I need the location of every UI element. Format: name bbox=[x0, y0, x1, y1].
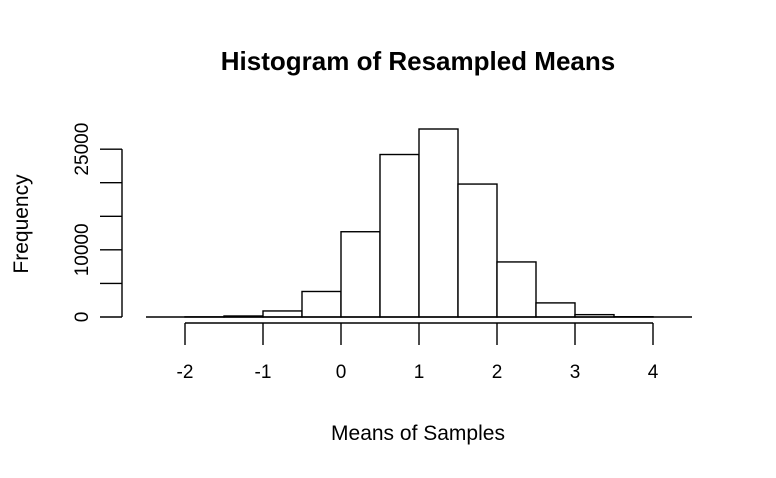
x-tick-label: 4 bbox=[648, 362, 659, 383]
histogram-bar bbox=[301, 290, 342, 318]
x-axis: -2 -1 0 1 2 3 4 bbox=[146, 316, 692, 383]
y-tick-label: 0 bbox=[72, 312, 93, 323]
x-tick-label: 2 bbox=[492, 362, 503, 383]
x-tick-label: 3 bbox=[570, 362, 581, 383]
histogram-bar bbox=[535, 302, 576, 318]
y-axis: 0 10000 25000 bbox=[72, 123, 123, 323]
y-axis-label: Frequency bbox=[10, 174, 33, 274]
histogram-bar bbox=[418, 128, 459, 318]
histogram-bars bbox=[184, 128, 654, 318]
chart-title: Histogram of Resampled Means bbox=[221, 46, 615, 76]
histogram-bar bbox=[457, 183, 498, 318]
x-tick-label: 0 bbox=[336, 362, 347, 383]
x-tick-label: 1 bbox=[414, 362, 425, 383]
x-tick-label: -2 bbox=[177, 362, 194, 383]
x-axis-label: Means of Samples bbox=[331, 422, 505, 445]
histogram-bar bbox=[379, 153, 420, 318]
x-tick-label: -1 bbox=[255, 362, 272, 383]
y-tick-label: 25000 bbox=[72, 123, 93, 176]
histogram-bar bbox=[262, 310, 303, 318]
histogram-bar bbox=[496, 261, 537, 318]
y-tick-label: 10000 bbox=[72, 223, 93, 276]
histogram-bar bbox=[340, 231, 381, 318]
